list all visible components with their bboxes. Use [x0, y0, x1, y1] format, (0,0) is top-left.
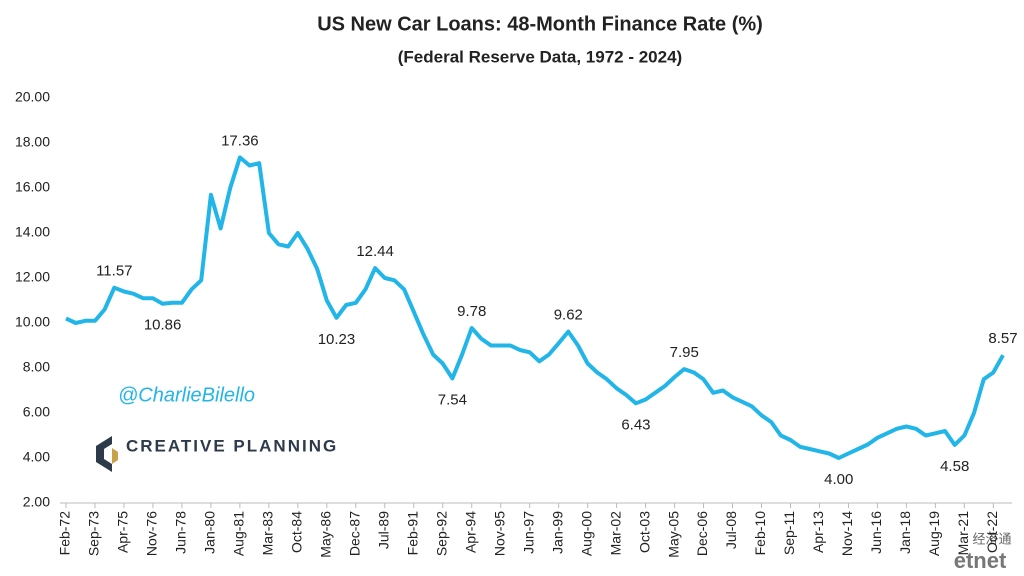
data-label: 9.62 [554, 307, 583, 324]
logo-icon [96, 436, 118, 472]
data-label: 7.54 [438, 391, 467, 408]
x-tick-label: May-86 [318, 511, 334, 558]
x-tick-label: Apr-13 [810, 511, 826, 553]
data-label: 12.44 [356, 243, 394, 260]
y-tick-label: 10.00 [15, 314, 50, 330]
x-tick-label: Nov-14 [839, 511, 855, 556]
x-tick-label: Sep-11 [781, 511, 797, 555]
x-tick-label: Oct-03 [636, 511, 652, 553]
watermark-cn: 经济通 [972, 531, 1011, 546]
x-tick-label: Aug-00 [578, 511, 594, 556]
x-tick-label: Apr-75 [115, 511, 131, 553]
watermark-logo: CREATIVE PLANNING [126, 436, 338, 455]
data-label: 10.86 [144, 317, 182, 334]
data-label: 8.57 [988, 330, 1017, 347]
x-tick-label: Jul-08 [723, 511, 739, 549]
chart-subtitle: (Federal Reserve Data, 1972 - 2024) [398, 47, 682, 66]
line-series [65, 155, 1005, 460]
x-tick-label: Apr-94 [462, 511, 478, 553]
y-tick-label: 8.00 [23, 359, 50, 375]
data-label: 4.00 [824, 471, 853, 488]
x-tick-label: Feb-91 [404, 511, 420, 556]
x-tick-label: Mar-02 [607, 511, 623, 556]
x-tick-label: Oct-84 [289, 511, 305, 553]
x-tick-label: Sep-73 [86, 511, 102, 556]
x-tick-label: Oct-22 [984, 511, 1000, 553]
x-tick-label: Mar-21 [955, 511, 971, 556]
y-tick-label: 12.00 [15, 269, 50, 285]
x-tick-label: Nov-95 [491, 511, 507, 556]
y-tick-label: 18.00 [15, 134, 50, 150]
x-tick-label: Mar-83 [260, 511, 276, 556]
y-tick-label: 16.00 [15, 179, 50, 195]
watermark-handle: @CharlieBilello [118, 384, 255, 406]
x-tick-label: Feb-10 [752, 511, 768, 556]
y-tick-label: 14.00 [15, 224, 50, 240]
data-label: 4.58 [940, 458, 969, 475]
data-label: 6.43 [621, 416, 650, 433]
x-tick-label: Feb-72 [57, 511, 73, 556]
y-tick-label: 20.00 [15, 89, 50, 105]
x-tick-label: Aug-19 [926, 511, 942, 556]
y-tick-label: 4.00 [23, 449, 50, 465]
chart-title: US New Car Loans: 48-Month Finance Rate … [317, 13, 763, 35]
x-tick-label: Jun-16 [868, 511, 884, 554]
x-tick-label: Nov-76 [144, 511, 160, 556]
watermark-etnet: etnet [954, 548, 1007, 573]
data-label: 17.36 [221, 132, 259, 149]
y-tick-label: 2.00 [23, 494, 50, 510]
data-label: 7.95 [670, 344, 699, 361]
x-tick-label: Dec-06 [694, 511, 710, 556]
x-tick-label: Dec-87 [346, 511, 362, 556]
x-tick-label: Jun-78 [173, 511, 189, 554]
x-tick-label: May-05 [665, 511, 681, 558]
y-tick-label: 6.00 [23, 404, 50, 420]
data-label: 11.57 [96, 263, 132, 280]
x-tick-label: Jun-97 [520, 511, 536, 554]
x-tick-label: Sep-92 [433, 511, 449, 556]
data-label: 10.23 [318, 331, 356, 348]
x-tick-label: Aug-81 [231, 511, 247, 556]
data-label: 9.78 [457, 303, 486, 320]
x-tick-label: Jan-80 [202, 511, 218, 554]
x-tick-label: Jan-18 [897, 511, 913, 554]
x-tick-label: Jan-99 [549, 511, 565, 554]
x-tick-label: Jul-89 [375, 511, 391, 549]
